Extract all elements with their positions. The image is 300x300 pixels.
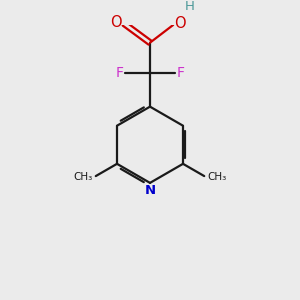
Text: O: O	[110, 15, 122, 30]
Text: F: F	[115, 66, 123, 80]
Text: CH₃: CH₃	[207, 172, 226, 182]
Text: O: O	[175, 16, 186, 31]
Text: F: F	[177, 66, 185, 80]
Text: CH₃: CH₃	[74, 172, 93, 182]
Text: N: N	[144, 184, 156, 197]
Text: H: H	[185, 0, 195, 13]
